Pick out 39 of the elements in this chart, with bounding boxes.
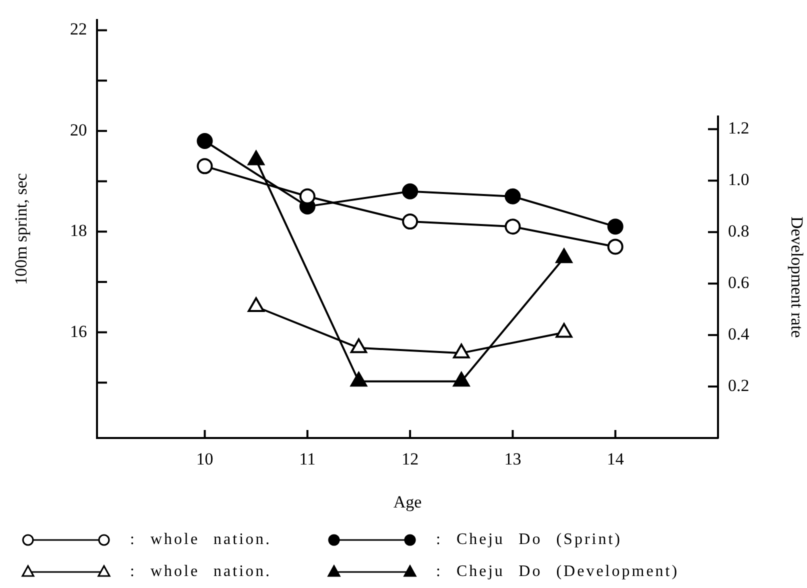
y2-tick-label: 1.2 (728, 118, 750, 138)
point (248, 297, 264, 312)
y2-tick-label: 0.6 (728, 273, 750, 292)
y2-tick-label: 0.2 (728, 376, 750, 395)
point (196, 158, 213, 174)
point (556, 248, 572, 264)
point (504, 188, 521, 204)
point (504, 218, 521, 235)
legend-label: : whole nation. (130, 563, 272, 581)
y-tick-label: 22 (70, 20, 87, 39)
point (299, 188, 316, 204)
legend-label: : Cheju Do (Sprint) (436, 531, 622, 549)
x-tick-label: 10 (196, 450, 214, 469)
x-tick-label: 12 (402, 450, 419, 469)
y-tick-label: 18 (70, 221, 87, 240)
point (350, 372, 368, 387)
point (556, 322, 572, 338)
y-tick-label: 20 (70, 120, 87, 140)
point (607, 238, 624, 255)
point (453, 372, 470, 387)
x-tick-label: 13 (504, 450, 522, 469)
legend-label: : whole nation. (130, 531, 272, 549)
y-tick-label: 16 (70, 322, 87, 341)
x-tick-label: 14 (606, 450, 624, 469)
y2-axis-title: Development rate (787, 216, 806, 338)
point (248, 150, 264, 166)
point (350, 338, 368, 354)
y2-tick-label: 0.4 (728, 324, 750, 344)
point (196, 133, 213, 150)
y2-tick-label: 1.0 (728, 170, 750, 190)
legend-label: : Cheju Do (Development) (436, 563, 680, 581)
y2-tick-label: 0.8 (728, 222, 750, 241)
point (453, 344, 470, 358)
point (607, 218, 624, 235)
y-axis-title: 100m sprint, sec (12, 172, 31, 286)
x-tick-label: 11 (299, 450, 316, 469)
x-axis-title: Age (393, 492, 422, 512)
point (402, 214, 418, 230)
point (402, 183, 418, 200)
